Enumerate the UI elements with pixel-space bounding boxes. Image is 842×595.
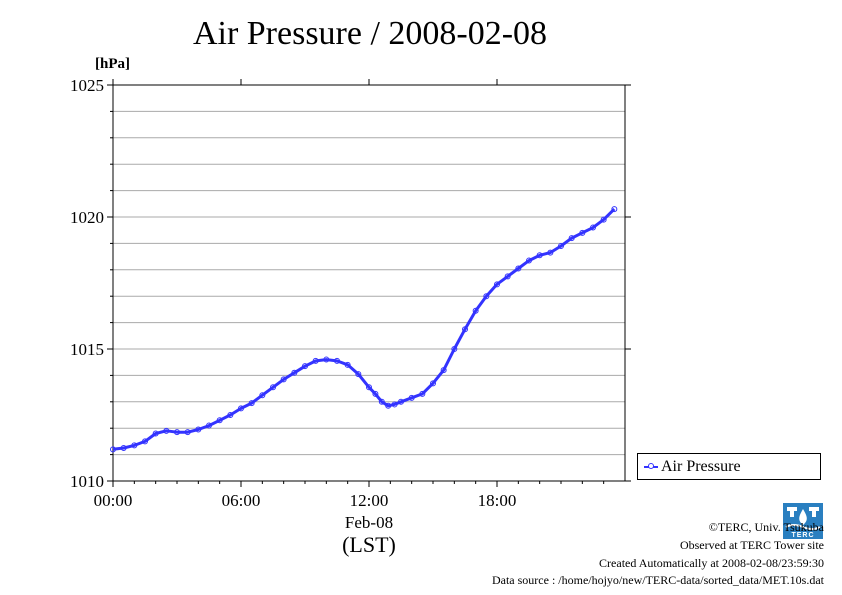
terc-logo: TERC xyxy=(783,503,823,539)
data-point xyxy=(494,281,500,288)
data-point xyxy=(483,293,490,300)
data-point xyxy=(248,400,255,407)
data-point xyxy=(174,429,180,436)
legend: Air Pressure xyxy=(637,453,821,480)
data-point xyxy=(391,401,398,408)
data-point xyxy=(378,398,385,405)
data-point xyxy=(600,216,607,223)
data-point xyxy=(152,430,159,437)
x-tick-label: 00:00 xyxy=(94,491,133,510)
data-point xyxy=(372,390,379,397)
data-point xyxy=(312,357,319,364)
data-point xyxy=(590,224,596,231)
data-point xyxy=(515,265,522,272)
y-tick-label: 1025 xyxy=(70,76,104,95)
data-point xyxy=(526,257,532,264)
data-point xyxy=(355,371,362,378)
credit-observed: Observed at TERC Tower site xyxy=(679,538,824,552)
data-point xyxy=(184,429,191,436)
credit-copyright: ©TERC, Univ. Tsukuba xyxy=(708,520,824,534)
data-point xyxy=(131,442,138,449)
credit-source: Data source : /home/hojyo/new/TERC-data/… xyxy=(491,573,824,587)
data-point xyxy=(440,367,447,374)
data-point xyxy=(547,249,554,256)
data-point xyxy=(462,326,468,333)
data-point xyxy=(259,392,266,399)
y-axis-label: [hPa] xyxy=(95,56,130,72)
data-point xyxy=(398,398,404,405)
x-tick-label: 12:00 xyxy=(350,491,389,510)
series-layer xyxy=(110,206,618,453)
x-tick-label: 06:00 xyxy=(222,491,261,510)
legend-label-air-pressure: Air Pressure xyxy=(661,458,741,475)
data-point xyxy=(323,356,330,363)
data-point xyxy=(163,427,170,434)
data-point xyxy=(334,357,340,364)
data-point xyxy=(558,243,564,250)
data-point xyxy=(270,384,276,391)
data-point xyxy=(344,361,351,368)
data-point xyxy=(142,438,148,445)
data-point xyxy=(302,363,308,370)
data-point xyxy=(227,412,234,418)
data-point xyxy=(291,369,298,376)
credit-created: Created Automatically at 2008-02-08/23:5… xyxy=(599,556,824,570)
data-point xyxy=(504,273,511,280)
series-line-air-pressure xyxy=(112,208,616,451)
x-tick-label: 18:00 xyxy=(478,491,517,510)
data-point xyxy=(568,235,575,242)
y-tick-label: 1020 xyxy=(70,208,104,227)
data-point xyxy=(451,346,458,352)
axis-ticks: 1010 1015 1020 1025 00:00 06:00 12:00 18:00 xyxy=(70,76,631,510)
data-point xyxy=(206,422,212,429)
x-axis-timezone-label: (LST) xyxy=(342,532,396,557)
data-point xyxy=(611,206,618,213)
data-point xyxy=(195,426,202,433)
y-tick-label: 1010 xyxy=(70,472,104,491)
data-point xyxy=(238,405,244,412)
legend-swatch-air-pressure xyxy=(644,463,658,469)
data-point xyxy=(408,394,415,401)
y-tick-label: 1015 xyxy=(70,340,104,359)
data-point xyxy=(110,446,116,453)
plot-frame xyxy=(112,84,626,482)
x-axis-date-label: Feb-08 xyxy=(345,513,393,532)
data-point xyxy=(579,229,586,236)
data-point xyxy=(419,390,426,397)
data-point xyxy=(430,380,436,387)
svg-text:TERC: TERC xyxy=(791,532,814,539)
data-point xyxy=(385,402,392,409)
chart-title: Air Pressure / 2008-02-08 xyxy=(192,15,548,52)
data-point xyxy=(280,376,287,383)
grid xyxy=(113,110,625,456)
data-point xyxy=(366,384,372,391)
data-point xyxy=(120,445,127,451)
data-point xyxy=(472,307,479,314)
data-point xyxy=(536,252,543,259)
data-point xyxy=(216,417,223,424)
